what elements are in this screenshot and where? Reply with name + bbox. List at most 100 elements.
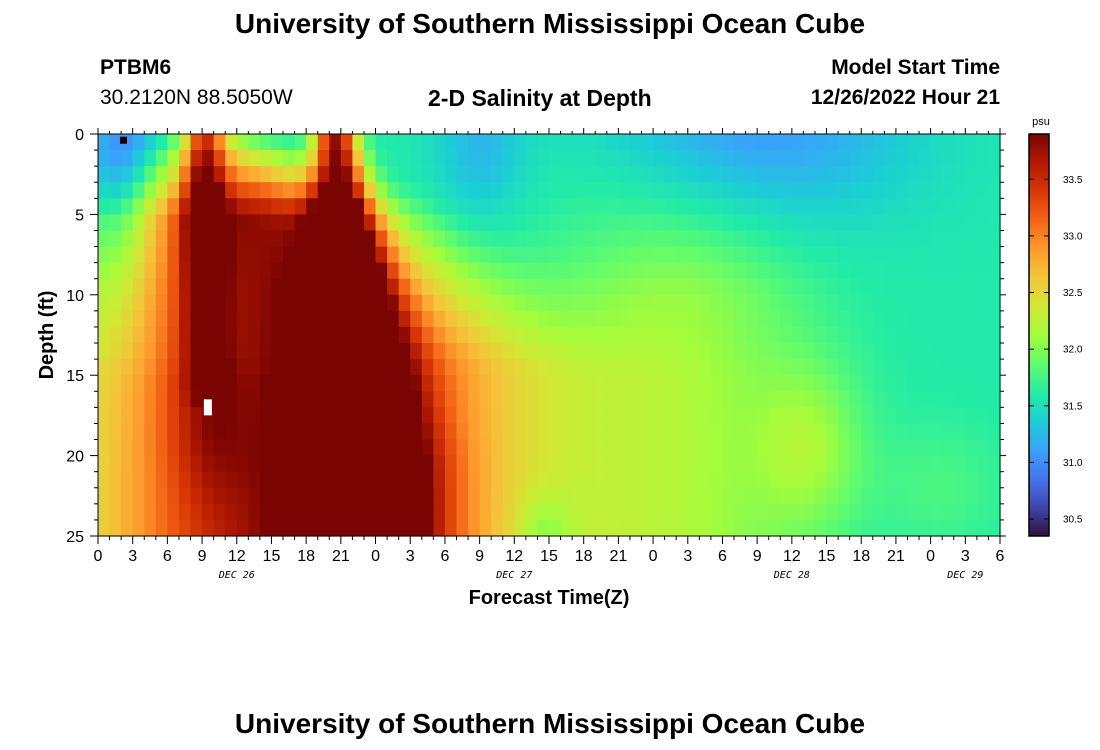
heat-cell [976, 294, 990, 312]
heat-cell [456, 359, 469, 376]
heat-cell [930, 359, 943, 376]
heat-cell [641, 391, 654, 408]
heat-cell [375, 391, 388, 408]
heat-cell [734, 519, 747, 537]
heat-cell [919, 455, 932, 473]
heat-cell [595, 150, 608, 167]
heat-cell [178, 455, 192, 473]
heat-cell [826, 391, 839, 408]
heat-cell [884, 198, 897, 215]
heat-cell [676, 343, 689, 360]
heat-cell [768, 375, 781, 392]
heat-cell [907, 294, 920, 312]
heat-cell [259, 166, 273, 183]
heat-cell [768, 214, 781, 232]
heat-cell [387, 439, 400, 457]
heat-cell [502, 471, 515, 489]
heat-cell [491, 407, 504, 425]
heat-cell [722, 326, 735, 344]
heat-cell [271, 391, 284, 408]
heat-cell [340, 519, 354, 537]
x-axis-label: Forecast Time(Z) [469, 587, 630, 609]
heat-cell [410, 407, 423, 425]
heat-cell [271, 262, 284, 280]
heat-cell [814, 134, 828, 151]
heat-cell [653, 326, 666, 344]
heat-cell [132, 278, 145, 296]
heat-cell [919, 471, 932, 489]
heat-cell [572, 343, 585, 360]
heat-cell [479, 262, 492, 280]
heat-cell [98, 455, 111, 473]
heat-cell [502, 262, 515, 280]
heat-cell [757, 262, 770, 280]
heat-cell [595, 198, 608, 215]
heat-cell [352, 471, 365, 489]
heat-cell [988, 407, 1001, 425]
heat-cell [525, 407, 539, 425]
heat-cell [525, 343, 539, 360]
heat-cell [549, 310, 562, 328]
heat-cell [768, 487, 781, 505]
heat-cell [167, 439, 180, 457]
heat-cell [803, 519, 816, 537]
heat-cell [479, 246, 492, 264]
heat-cell [583, 294, 596, 312]
colorbar-tick-label: 32.5 [1063, 288, 1083, 299]
heat-cell [317, 407, 330, 425]
heat-cell [178, 326, 192, 344]
heat-cell [109, 503, 122, 521]
heat-cell [167, 262, 180, 280]
heat-cell [734, 487, 747, 505]
heat-cell [398, 262, 411, 280]
heat-cell [456, 326, 469, 344]
heat-cell [606, 391, 619, 408]
heat-cell [757, 326, 770, 344]
heat-cell [907, 423, 920, 441]
heat-cell [248, 198, 261, 215]
heat-cell [468, 230, 481, 248]
heat-cell [375, 310, 388, 328]
heat-cell [884, 439, 897, 457]
heat-cell [826, 503, 839, 521]
heat-cell [757, 230, 770, 248]
heat-cell [190, 134, 203, 151]
heat-cell [98, 343, 111, 360]
heat-cell [849, 182, 862, 199]
heat-cell [225, 326, 238, 344]
heat-cell [167, 278, 180, 296]
heat-cell [988, 503, 1001, 521]
heat-cell [942, 214, 955, 232]
heat-cell [572, 359, 585, 376]
heat-cell [167, 471, 180, 489]
heat-cell [919, 150, 932, 167]
heat-cell [98, 487, 111, 505]
heat-cell [398, 375, 411, 392]
heat-cell [676, 519, 689, 537]
heat-cell [259, 471, 273, 489]
heat-cell [710, 214, 724, 232]
heat-cell [595, 423, 608, 441]
heat-cell [398, 391, 411, 408]
heat-cell [699, 182, 712, 199]
heat-cell [560, 262, 573, 280]
heat-cell [132, 487, 145, 505]
heat-cell [676, 359, 689, 376]
heat-cell [849, 310, 862, 328]
heat-cell [919, 134, 932, 151]
heat-cell [549, 278, 562, 296]
heat-cell [525, 310, 539, 328]
heat-cell [132, 375, 145, 392]
heat-cell [734, 503, 747, 521]
heat-cell [953, 214, 966, 232]
heat-cell [814, 230, 828, 248]
heat-cell [514, 519, 527, 537]
page-title: University of Southern Mississippi Ocean… [234, 8, 866, 39]
heat-cell [363, 407, 377, 425]
heat-cell [225, 455, 238, 473]
heat-cell [410, 262, 423, 280]
heat-cell [629, 262, 643, 280]
heat-cell [433, 423, 446, 441]
heat-cell [340, 278, 354, 296]
heat-cell [225, 359, 238, 376]
